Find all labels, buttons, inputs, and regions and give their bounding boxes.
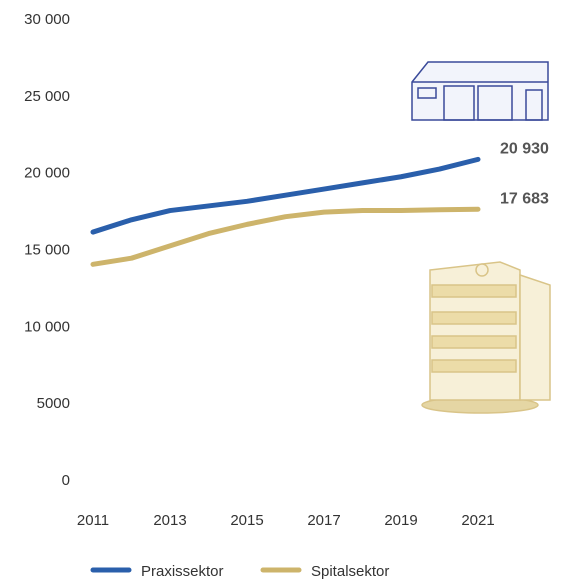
hospital-building-icon bbox=[421, 261, 551, 414]
y-tick-label: 5000 bbox=[37, 395, 70, 412]
series-line bbox=[90, 156, 481, 235]
y-tick-label: 10 000 bbox=[24, 318, 70, 335]
y-tick-label: 20 000 bbox=[24, 165, 70, 182]
y-tick-label: 0 bbox=[62, 472, 70, 489]
y-tick-label: 25 000 bbox=[24, 88, 70, 105]
series-line bbox=[90, 206, 481, 267]
practice-building-icon bbox=[411, 61, 549, 121]
end-value-label: 20 930 bbox=[500, 141, 549, 158]
x-tick-label: 2015 bbox=[230, 512, 263, 529]
end-value-label: 17 683 bbox=[500, 190, 549, 207]
x-tick-label: 2021 bbox=[461, 512, 494, 529]
x-tick-label: 2011 bbox=[77, 512, 109, 529]
x-tick-label: 2019 bbox=[384, 512, 417, 529]
x-tick-label: 2017 bbox=[307, 512, 340, 529]
y-tick-label: 15 000 bbox=[24, 241, 70, 258]
x-tick-label: 2013 bbox=[153, 512, 186, 529]
y-tick-label: 30 000 bbox=[24, 11, 70, 28]
legend-label: Spitalsektor bbox=[311, 563, 389, 580]
legend-label: Praxissektor bbox=[141, 563, 224, 580]
